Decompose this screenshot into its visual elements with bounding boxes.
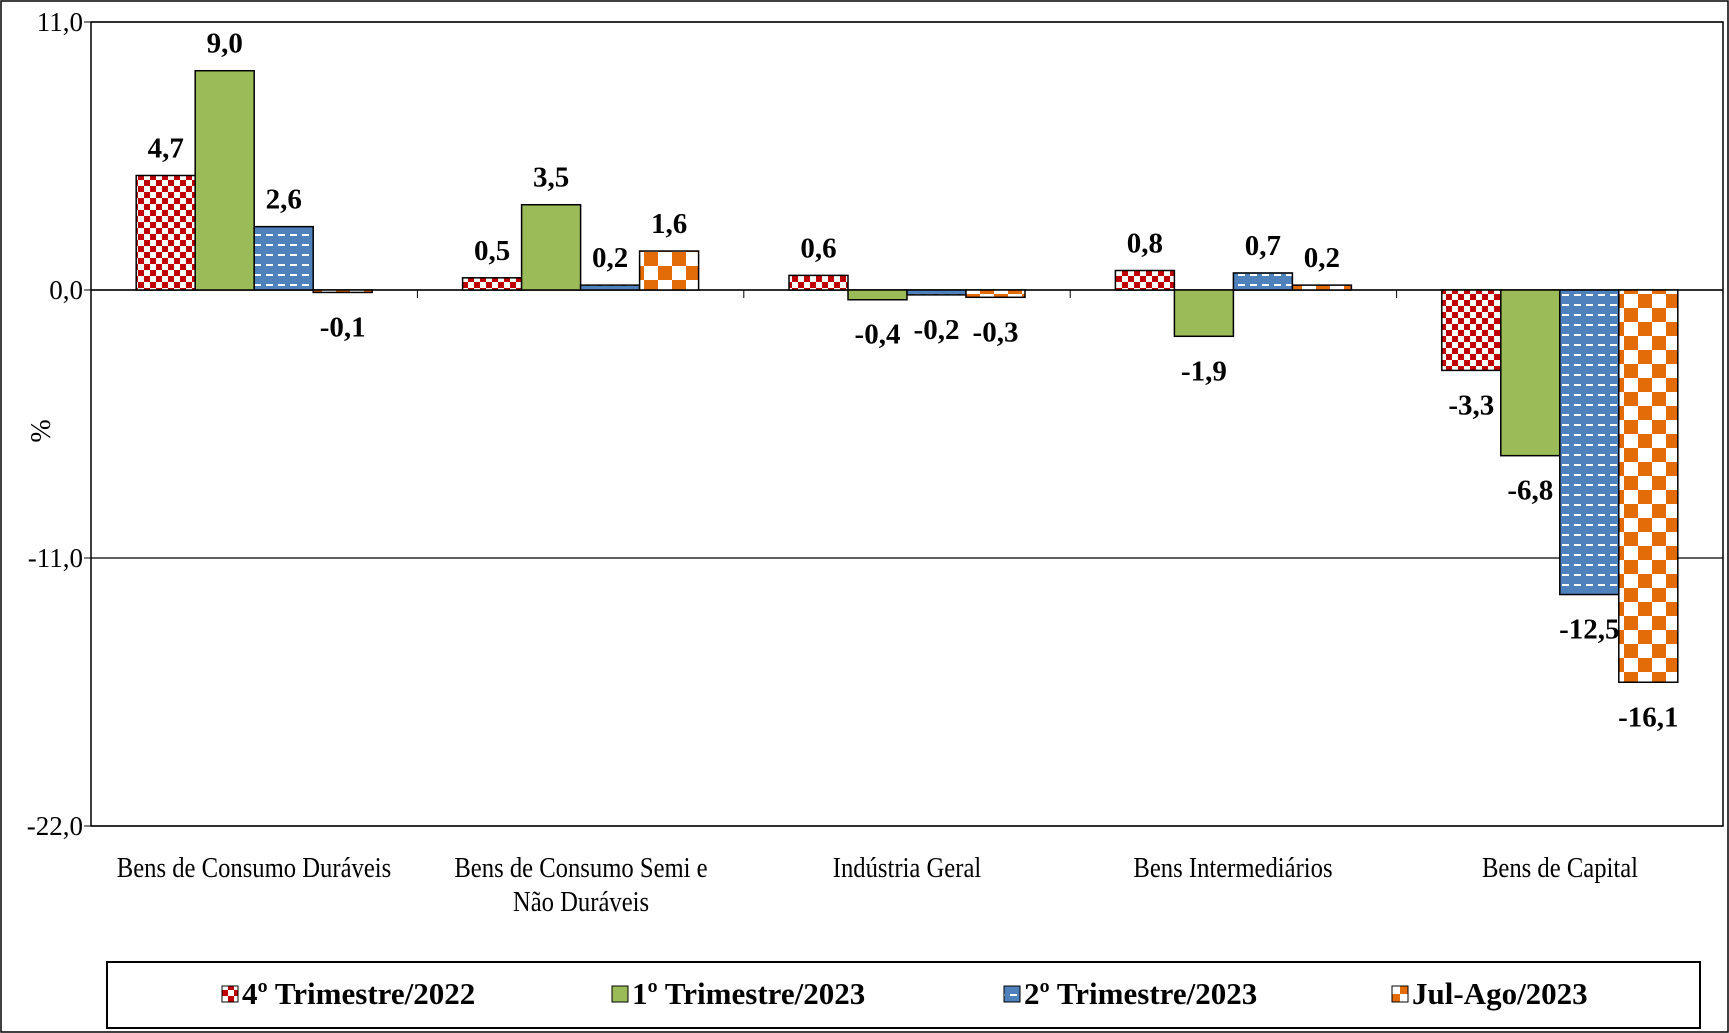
bar <box>847 289 908 301</box>
data-label: 0,6 <box>800 232 836 264</box>
data-label: 0,7 <box>1245 230 1281 262</box>
data-label: 1,6 <box>651 208 687 240</box>
y-tick-label: -22,0 <box>27 811 83 841</box>
bar <box>135 174 196 291</box>
data-label: -0,1 <box>320 311 366 343</box>
bar <box>579 284 641 291</box>
data-label: 0,2 <box>592 242 628 274</box>
x-tick-label: Bens de Consumo Semi e Não Duráveis <box>453 853 708 918</box>
y-tick-label: 11,0 <box>37 7 83 37</box>
legend-box <box>106 961 1701 1029</box>
bar <box>194 69 255 291</box>
bar <box>906 289 967 296</box>
data-label: 9,0 <box>207 28 243 60</box>
data-label: 2,6 <box>266 184 302 216</box>
legend-label: 1º Trimestre/2023 <box>632 976 865 1011</box>
bar <box>253 225 314 291</box>
data-label: -16,1 <box>1618 701 1678 733</box>
y-axis-label: % <box>26 419 57 442</box>
data-label: -0,3 <box>973 316 1019 348</box>
data-label: 3,5 <box>533 162 569 194</box>
data-label: 0,5 <box>474 235 510 267</box>
legend-swatch <box>611 985 629 1003</box>
data-label: 4,7 <box>148 132 184 164</box>
data-label: 0,8 <box>1127 228 1163 260</box>
bar <box>1500 289 1561 457</box>
data-label: -0,2 <box>914 314 960 346</box>
bar <box>520 203 582 291</box>
data-label: 0,2 <box>1304 242 1340 274</box>
data-label: -12,5 <box>1559 614 1619 646</box>
x-tick-label: Bens de Capital <box>1481 853 1638 884</box>
legend-label: Jul-Ago/2023 <box>1412 976 1588 1011</box>
bar <box>638 250 700 291</box>
legend-swatch <box>1391 985 1409 1003</box>
bar <box>1441 289 1502 372</box>
plot-area <box>90 21 1724 827</box>
bar <box>1232 272 1294 291</box>
legend-swatch <box>221 985 239 1003</box>
x-tick-label: Bens de Consumo Duráveis <box>116 853 392 884</box>
bar <box>1291 284 1353 291</box>
legend-label: 2º Trimestre/2023 <box>1024 976 1257 1011</box>
y-tick-label: -11,0 <box>28 543 83 573</box>
bar <box>1559 289 1620 596</box>
bar <box>965 289 1026 299</box>
y-tick-label: 0,0 <box>49 275 83 305</box>
bar <box>1173 289 1235 338</box>
bar <box>312 289 373 294</box>
x-tick-label: Indústria Geral <box>832 853 982 884</box>
bar <box>788 274 849 291</box>
bar <box>461 277 523 291</box>
legend-swatch <box>1003 985 1021 1003</box>
legend-label: 4º Trimestre/2022 <box>242 976 475 1011</box>
data-label: -0,4 <box>855 319 901 351</box>
x-tick-label: Bens Intermediários <box>1133 853 1333 884</box>
data-label: -3,3 <box>1448 389 1494 421</box>
bar <box>1114 269 1176 291</box>
data-label: -6,8 <box>1507 475 1553 507</box>
data-label: -1,9 <box>1181 355 1227 387</box>
bar <box>1618 289 1679 684</box>
